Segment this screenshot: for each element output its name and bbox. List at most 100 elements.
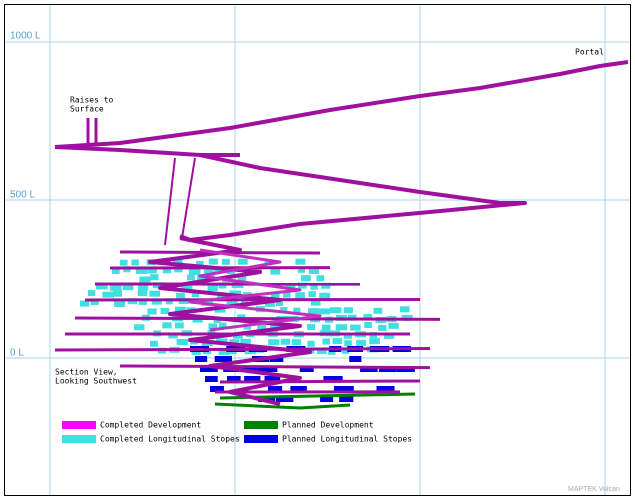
completed-stope xyxy=(229,339,240,346)
completed-stope xyxy=(344,307,353,314)
completed-stope xyxy=(174,322,184,329)
planned-stope xyxy=(200,366,218,372)
completed-stope xyxy=(176,339,188,346)
completed-stope xyxy=(120,259,128,266)
completed-stope xyxy=(138,298,147,305)
completed-development xyxy=(119,364,431,370)
completed-stope xyxy=(308,291,316,298)
completed-stope xyxy=(131,259,139,266)
completed-stope xyxy=(321,282,331,289)
completed-development xyxy=(54,60,629,149)
completed-stope xyxy=(265,300,275,307)
planned-stope xyxy=(299,366,314,372)
planned-stope xyxy=(264,376,281,382)
level-label: 0 L xyxy=(10,348,24,359)
completed-stope xyxy=(280,338,290,345)
annotation: Looking Southwest xyxy=(55,377,137,386)
completed-stope xyxy=(329,307,342,314)
completed-stope xyxy=(237,275,247,282)
completed-stope xyxy=(350,324,361,331)
completed-stope xyxy=(151,298,162,305)
completed-development xyxy=(148,236,312,406)
completed-stope xyxy=(208,258,218,265)
completed-stope xyxy=(316,275,325,282)
completed-stope xyxy=(275,300,283,307)
completed-stope xyxy=(135,267,148,274)
completed-stope xyxy=(208,323,218,330)
planned-stope xyxy=(349,356,362,362)
frame xyxy=(4,4,631,496)
completed-stope xyxy=(308,268,320,275)
completed-stope xyxy=(237,258,248,265)
completed-stope xyxy=(384,332,395,339)
planned-stope xyxy=(226,376,241,382)
planned-stope xyxy=(290,386,307,392)
completed-development xyxy=(54,347,431,352)
completed-stope xyxy=(341,347,350,354)
completed-stope xyxy=(319,292,331,299)
completed-stope xyxy=(316,347,327,354)
completed-stope xyxy=(270,268,281,275)
completed-stope xyxy=(96,283,108,290)
completed-stope xyxy=(378,324,387,331)
annotation: Surface xyxy=(70,105,104,114)
completed-stope xyxy=(138,284,149,291)
planned-stope xyxy=(276,396,294,402)
completed-stope xyxy=(196,260,204,267)
planned-stope xyxy=(260,366,278,372)
completed-stope xyxy=(134,324,145,331)
completed-stope xyxy=(322,338,331,345)
planned-stope xyxy=(267,386,283,392)
legend-label: Completed Longitudinal Stopes xyxy=(100,435,240,444)
completed-stope xyxy=(310,283,318,290)
completed-stope xyxy=(356,339,366,346)
planned-stope xyxy=(378,366,397,372)
completed-stope xyxy=(264,259,272,266)
legend-label: Planned Development xyxy=(282,421,374,430)
completed-stope xyxy=(174,306,186,313)
planned-stope xyxy=(214,356,232,362)
grid xyxy=(5,5,630,495)
planned-stope xyxy=(396,366,415,372)
completed-stope xyxy=(218,348,231,355)
planned-stope xyxy=(323,376,343,382)
completed-stope xyxy=(162,322,172,329)
planned-stope xyxy=(244,376,261,382)
planned-stope xyxy=(376,386,395,392)
completed-stope xyxy=(335,324,348,331)
completed-stope xyxy=(268,339,280,346)
completed-stope xyxy=(388,322,399,329)
planned-stope xyxy=(205,376,218,382)
annotation: Portal xyxy=(575,48,604,57)
completed-stope xyxy=(110,284,122,291)
completed-stope xyxy=(318,308,331,315)
completed-stope xyxy=(191,291,200,298)
planned-stope xyxy=(333,386,354,392)
completed-stope xyxy=(369,338,380,345)
completed-stope xyxy=(226,300,238,307)
legend-swatch xyxy=(244,421,278,429)
completed-stope xyxy=(147,267,157,274)
completed-stope xyxy=(293,307,301,314)
completed-stope xyxy=(122,284,134,291)
workings xyxy=(54,60,629,410)
completed-stope xyxy=(373,307,383,314)
completed-stope xyxy=(301,275,311,282)
legend: Completed Development Planned Developmen… xyxy=(62,421,412,444)
planned-development xyxy=(214,402,351,410)
planned-stope xyxy=(210,386,224,392)
planned-stope xyxy=(195,356,208,362)
completed-stope xyxy=(149,290,160,297)
completed-stope xyxy=(270,291,280,298)
level-label: 500 L xyxy=(10,190,35,201)
completed-stope xyxy=(297,266,306,273)
completed-stope xyxy=(295,258,306,265)
annotation: Raises to xyxy=(70,96,114,105)
planned-stope xyxy=(241,366,262,372)
completed-stope xyxy=(181,283,193,290)
completed-stope xyxy=(307,340,315,347)
planned-stope xyxy=(339,396,354,402)
completed-stope xyxy=(280,306,288,313)
completed-development xyxy=(74,316,441,321)
